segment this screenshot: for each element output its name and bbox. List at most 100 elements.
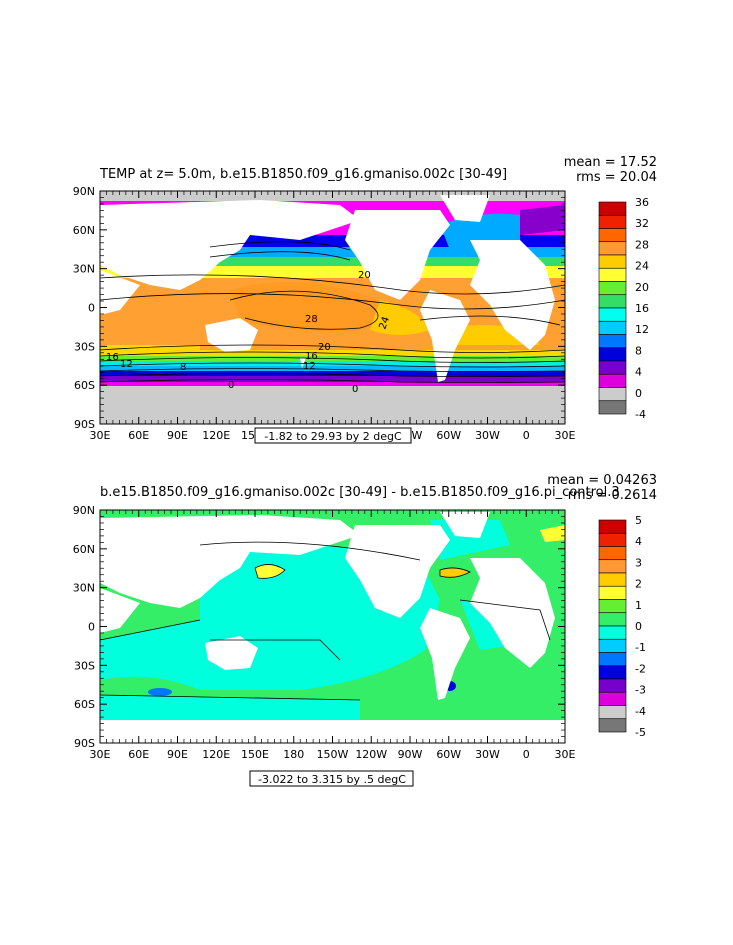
lon-tick-label: 0 xyxy=(523,748,530,761)
colorbar-swatch xyxy=(598,400,627,415)
colorbar-swatch xyxy=(598,373,627,388)
sst-contour-label: 16 xyxy=(106,352,119,363)
lon-tick-label: 120E xyxy=(202,429,230,442)
panel-diff-range: -3.022 to 3.315 by .5 degC xyxy=(258,773,406,786)
colorbar-swatch xyxy=(598,546,627,561)
lat-tick-label: 60S xyxy=(74,698,95,711)
colorbar-swatch xyxy=(598,519,627,534)
colorbar-swatch xyxy=(598,228,627,243)
colorbar-label: 24 xyxy=(635,260,649,273)
lon-tick-label: 150W xyxy=(317,748,349,761)
colorbar-label: -3 xyxy=(635,684,646,697)
lon-tick-label: 30E xyxy=(555,429,576,442)
colorbar-swatch xyxy=(598,638,627,653)
colorbar-label: 36 xyxy=(635,196,649,209)
panel-sst-map: 20 28 24 20 16 12 16 12 8 0 0 xyxy=(100,191,565,424)
colorbar-swatch xyxy=(598,559,627,574)
colorbar-swatch xyxy=(598,254,627,269)
sst-contour-label: 16 xyxy=(305,351,318,362)
colorbar-swatch xyxy=(598,214,627,229)
lon-tick-label: 30E xyxy=(555,748,576,761)
colorbar-label: 3 xyxy=(635,556,642,569)
panel-sst-title: TEMP at z= 5.0m, b.e15.B1850.f09_g16.gma… xyxy=(99,167,507,182)
colorbar-swatch xyxy=(598,585,627,600)
lat-tick-label: 0 xyxy=(88,302,95,315)
colorbar-label: -1 xyxy=(635,641,646,654)
sst-contour-label: 12 xyxy=(120,359,133,370)
colorbar-label: 0 xyxy=(635,620,642,633)
colorbar-label: 0 xyxy=(635,387,642,400)
colorbar-swatch xyxy=(598,691,627,706)
colorbar-swatch xyxy=(598,625,627,640)
panel-diff: b.e15.B1850.f09_g16.gmaniso.002c [30-49]… xyxy=(73,473,657,787)
panel-sst-mean: mean = 17.52 xyxy=(564,155,657,170)
lon-tick-label: 60E xyxy=(128,748,149,761)
lon-tick-label: 30E xyxy=(90,748,111,761)
lat-tick-label: 30S xyxy=(74,340,95,353)
lon-tick-label: 0 xyxy=(523,429,530,442)
lon-tick-label: 60W xyxy=(436,429,461,442)
colorbar-swatch xyxy=(598,334,627,349)
lon-tick-label: 150E xyxy=(241,748,269,761)
panel-diff-range-box: -3.022 to 3.315 by .5 degC xyxy=(249,770,414,787)
sst-contour-label: 8 xyxy=(180,362,186,373)
colorbar-swatch xyxy=(598,347,627,362)
colorbar-label: -4 xyxy=(635,705,646,718)
lon-tick-label: 30W xyxy=(475,748,500,761)
colorbar-swatch xyxy=(598,387,627,402)
panel-sst: TEMP at z= 5.0m, b.e15.B1850.f09_g16.gma… xyxy=(73,155,657,444)
colorbar-swatch xyxy=(598,705,627,720)
sst-contour-label: 28 xyxy=(305,314,318,325)
lon-tick-label: 30E xyxy=(90,429,111,442)
lat-tick-label: 60N xyxy=(73,543,95,556)
colorbar-swatch xyxy=(598,532,627,547)
colorbar-swatch xyxy=(598,267,627,282)
panel-sst-rms: rms = 20.04 xyxy=(576,170,657,185)
colorbar-label: 28 xyxy=(635,238,649,251)
colorbar-swatch xyxy=(598,599,627,614)
colorbar-label: 12 xyxy=(635,323,649,336)
lon-tick-label: 30W xyxy=(475,429,500,442)
lat-tick-label: 60S xyxy=(74,379,95,392)
sst-contour-label: 24 xyxy=(377,315,392,331)
lon-tick-label: 60W xyxy=(436,748,461,761)
panel-diff-colorbar: 5 4 3 2 1 0 -1 -2 -3 -4 -5 xyxy=(598,514,646,739)
panel-sst-range-box: -1.82 to 29.93 by 2 degC xyxy=(254,427,412,444)
lon-tick-label: 90W xyxy=(398,748,423,761)
sst-contour-label: 20 xyxy=(358,270,371,281)
colorbar-swatch xyxy=(598,281,627,296)
panel-diff-map xyxy=(100,510,565,743)
colorbar-label: 5 xyxy=(635,514,642,527)
lon-tick-label: 120E xyxy=(202,748,230,761)
colorbar-swatch xyxy=(598,241,627,256)
colorbar-swatch xyxy=(598,612,627,627)
colorbar-swatch xyxy=(598,572,627,587)
colorbar-label: 1 xyxy=(635,599,642,612)
sst-contour-label: 0 xyxy=(352,384,358,395)
colorbar-label: 4 xyxy=(635,535,642,548)
lat-tick-label: 30N xyxy=(73,582,95,595)
colorbar-swatch xyxy=(598,201,627,216)
colorbar-swatch xyxy=(598,307,627,322)
panel-sst-range: -1.82 to 29.93 by 2 degC xyxy=(264,430,402,443)
colorbar-label: -5 xyxy=(635,726,646,739)
colorbar-swatch xyxy=(598,360,627,375)
lat-tick-label: 60N xyxy=(73,224,95,237)
colorbar-swatch xyxy=(598,294,627,309)
colorbar-swatch xyxy=(598,665,627,680)
colorbar-swatch xyxy=(598,652,627,667)
panel-diff-title: b.e15.B1850.f09_g16.gmaniso.002c [30-49]… xyxy=(100,485,620,500)
lat-tick-label: 90S xyxy=(74,737,95,750)
lon-tick-label: 180 xyxy=(283,748,304,761)
lat-tick-label: 30S xyxy=(74,659,95,672)
sst-contour-label: 0 xyxy=(228,380,234,391)
panel-diff-rms: rms = 0.2614 xyxy=(568,488,657,503)
panel-sst-colorbar: 36 32 28 24 20 16 12 8 4 0 -4 xyxy=(598,196,649,421)
lat-tick-label: 90S xyxy=(74,418,95,431)
sst-contour-label: 12 xyxy=(303,361,316,372)
colorbar-swatch xyxy=(598,678,627,693)
lon-tick-label: 90E xyxy=(167,429,188,442)
colorbar-label: 4 xyxy=(635,366,642,379)
